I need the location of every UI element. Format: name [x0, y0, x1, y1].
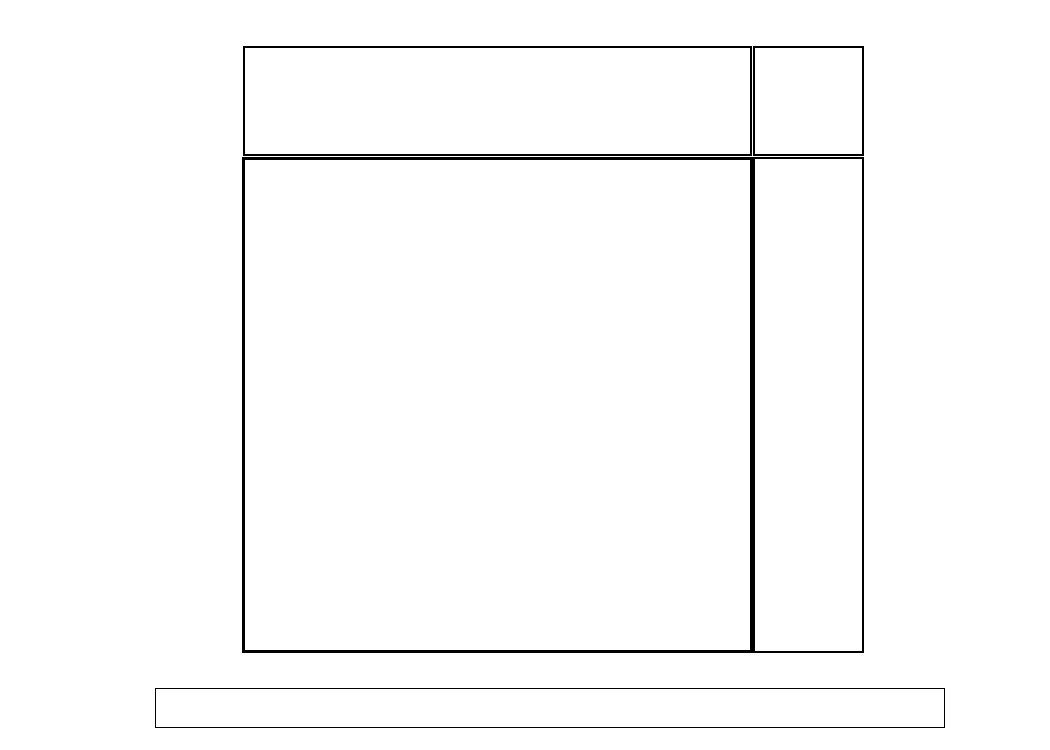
- source-count-panel: [753, 46, 864, 156]
- map-panel: [242, 157, 753, 653]
- time-colorbar: [155, 688, 945, 728]
- altitude-latitude-plot: [755, 159, 862, 651]
- altitude-longitude-panel: [243, 46, 752, 156]
- altitude-latitude-panel: [753, 157, 864, 653]
- altitude-longitude-plot: [245, 48, 750, 154]
- geographic-map: [245, 160, 750, 650]
- time-range-label: [156, 689, 944, 727]
